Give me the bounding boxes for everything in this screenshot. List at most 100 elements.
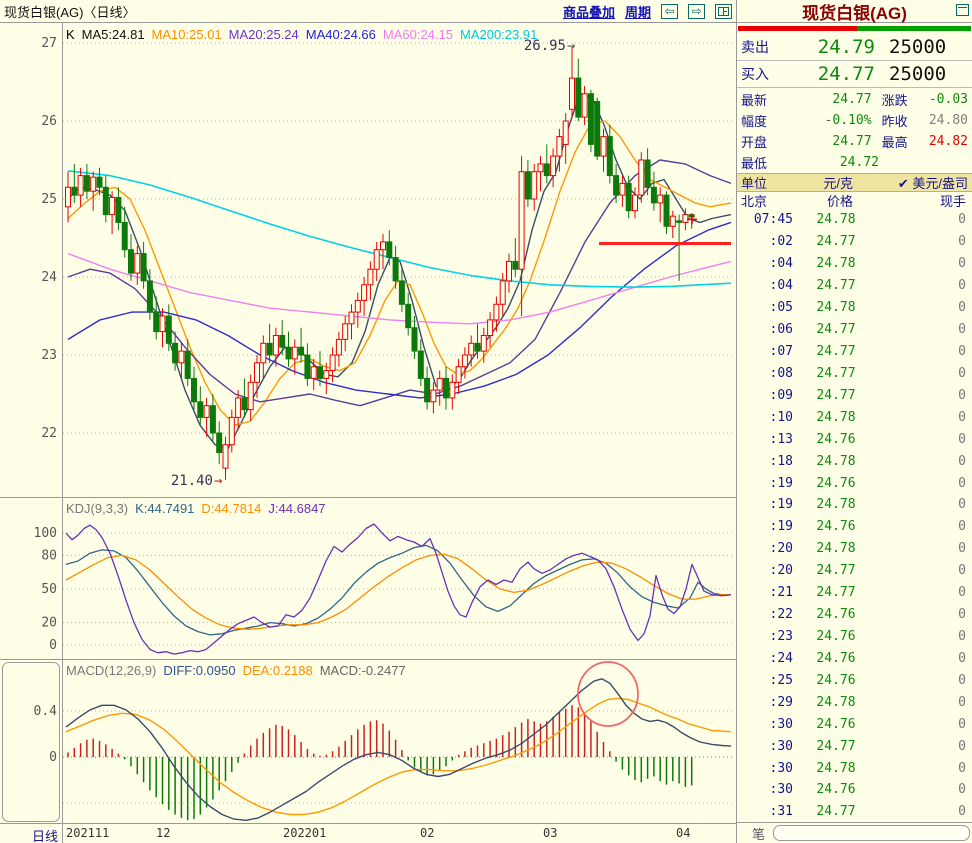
candle-body [556,136,563,157]
macd-axis-label: 0.4 [34,704,58,719]
candle-body [165,315,172,344]
candle-body [109,196,116,216]
quote-stat-row: 开盘 24.77 最高 24.82 [741,134,968,150]
window-restore-icon[interactable] [956,4,969,16]
tape-row[interactable]: :20 24.78 0 [769,541,966,557]
tape-row[interactable]: :30 24.76 0 [769,716,966,732]
tape-row[interactable]: :09 24.77 0 [769,387,966,403]
unit-row[interactable]: 单位 元/克 ✔ 美元/盎司 [737,173,972,192]
candle-body [241,397,248,411]
tape-row[interactable]: :30 24.77 0 [769,738,966,754]
candle-body [222,444,229,469]
kdj-axis-label: 100 [34,526,57,541]
period-link[interactable]: 周期 [624,4,651,20]
price-axis-label: 25 [41,192,57,207]
tape-row[interactable]: :18 24.78 0 [769,453,966,469]
next-arrow-icon[interactable]: ⇨ [688,3,705,19]
tape-row[interactable]: :30 24.78 0 [769,760,966,776]
candle-body [644,159,651,188]
candle-body [543,163,550,177]
chart-column: 27 26 25 24 23 22 100 80 50 20 0 0.4 0 26.95 → 21.40 → 20… [0,0,736,843]
legend-item: MACD:-0.2477 [319,663,406,678]
tape-row[interactable]: :06 24.77 0 [769,322,966,338]
bid-qty: 25000 [889,63,947,85]
candle-body [613,175,620,196]
x-axis-label: 03 [543,826,557,840]
kdj-axis-label: 20 [41,616,57,631]
tape-row[interactable]: :25 24.76 0 [769,672,966,688]
low-annotation-arrow: → [214,473,222,489]
prev-arrow-icon[interactable]: ⇦ [661,3,678,19]
candle-body [487,319,494,336]
bid-price[interactable]: 24.77 [817,63,875,85]
tape-row[interactable]: :31 24.77 0 [769,804,966,820]
tape-row[interactable]: :19 24.78 0 [769,497,966,513]
tape-row[interactable]: :04 24.77 0 [769,278,966,294]
candle-body [480,335,487,352]
tape-row[interactable]: :07 24.77 0 [769,343,966,359]
legend-prefix: KDJ(9,3,3) [66,501,129,516]
candle-body [398,280,405,305]
high-annotation-arrow: → [567,38,575,54]
tape-row[interactable]: :05 24.78 0 [769,300,966,316]
order-count-input[interactable] [773,825,970,841]
ask-price[interactable]: 24.79 [817,36,875,58]
candle-body [417,350,424,379]
candle-body [587,93,594,145]
tape-row[interactable]: :04 24.78 0 [769,256,966,272]
candle-body [657,194,664,204]
unit-label: 单位 [741,176,768,191]
macd-pane-selector-box [2,662,60,822]
candle-body [298,346,305,356]
tape-row[interactable]: :08 24.77 0 [769,365,966,381]
tape-row[interactable]: :19 24.76 0 [769,475,966,491]
unit-secondary-checked[interactable]: ✔ 美元/盎司 [853,173,972,192]
candle-body [266,342,273,356]
candle-body [172,342,179,364]
price-axis-label: 27 [41,36,57,51]
candle-body [247,381,254,411]
split-layout-icon[interactable] [715,3,732,19]
ma-line-ma10 [67,120,732,426]
tape-row[interactable]: :30 24.76 0 [769,782,966,798]
tape-list[interactable]: 07:45 24.78 0 :02 24.77 0 :04 24.78 0 :04 24.77 0 :0… [737,209,972,823]
kdj-axis-label: 80 [41,548,57,563]
drawn-circle-annotation [577,661,639,727]
ma-line-ma5 [67,92,732,450]
top-bar: 现货白银(AG)〈日线〉 商品叠加 周期 ⇦ ⇨ [0,0,736,23]
tape-row[interactable]: :13 24.76 0 [769,431,966,447]
candle-body [323,370,330,379]
quote-panel: 现货白银(AG) 卖出 24.79 25000 买入 24.77 25000 最… [736,0,972,843]
candle-body [386,241,393,258]
tape-row[interactable]: :10 24.78 0 [769,409,966,425]
strength-bar [737,23,972,34]
tape-row[interactable]: :29 24.78 0 [769,694,966,710]
tape-row[interactable]: :19 24.76 0 [769,519,966,535]
candle-body [380,241,386,251]
tape-row[interactable]: :22 24.76 0 [769,607,966,623]
overlay-link[interactable]: 商品叠加 [562,4,615,20]
legend-item: MA200:23.91 [459,27,538,42]
buy-strength-segment [856,26,971,31]
candle-body [499,280,506,305]
candle-body [663,194,670,227]
candle-body [140,253,147,282]
candle-body [254,362,260,383]
candle-body [405,303,412,329]
tape-row[interactable]: :23 24.76 0 [769,628,966,644]
tape-row[interactable]: :21 24.77 0 [769,585,966,601]
candle-body [474,342,481,352]
tape-row[interactable]: :20 24.77 0 [769,563,966,579]
sell-strength-segment [738,26,857,31]
tape-row[interactable]: :02 24.77 0 [769,234,966,250]
legend-prefix: K [66,27,75,42]
tape-row[interactable]: 07:45 24.78 0 [753,212,966,228]
tape-header-price: 价格 [826,194,853,209]
candle-body [562,120,569,145]
tape-row[interactable]: :24 24.76 0 [769,650,966,666]
candle-body [65,186,71,208]
quote-stats: 最新 24.77 涨跌 -0.03 幅度 -0.10% 昨收 24.80 开盘 24.77 最高 24… [737,88,972,173]
candle-body [228,416,235,446]
x-axis-label: 12 [156,826,170,840]
